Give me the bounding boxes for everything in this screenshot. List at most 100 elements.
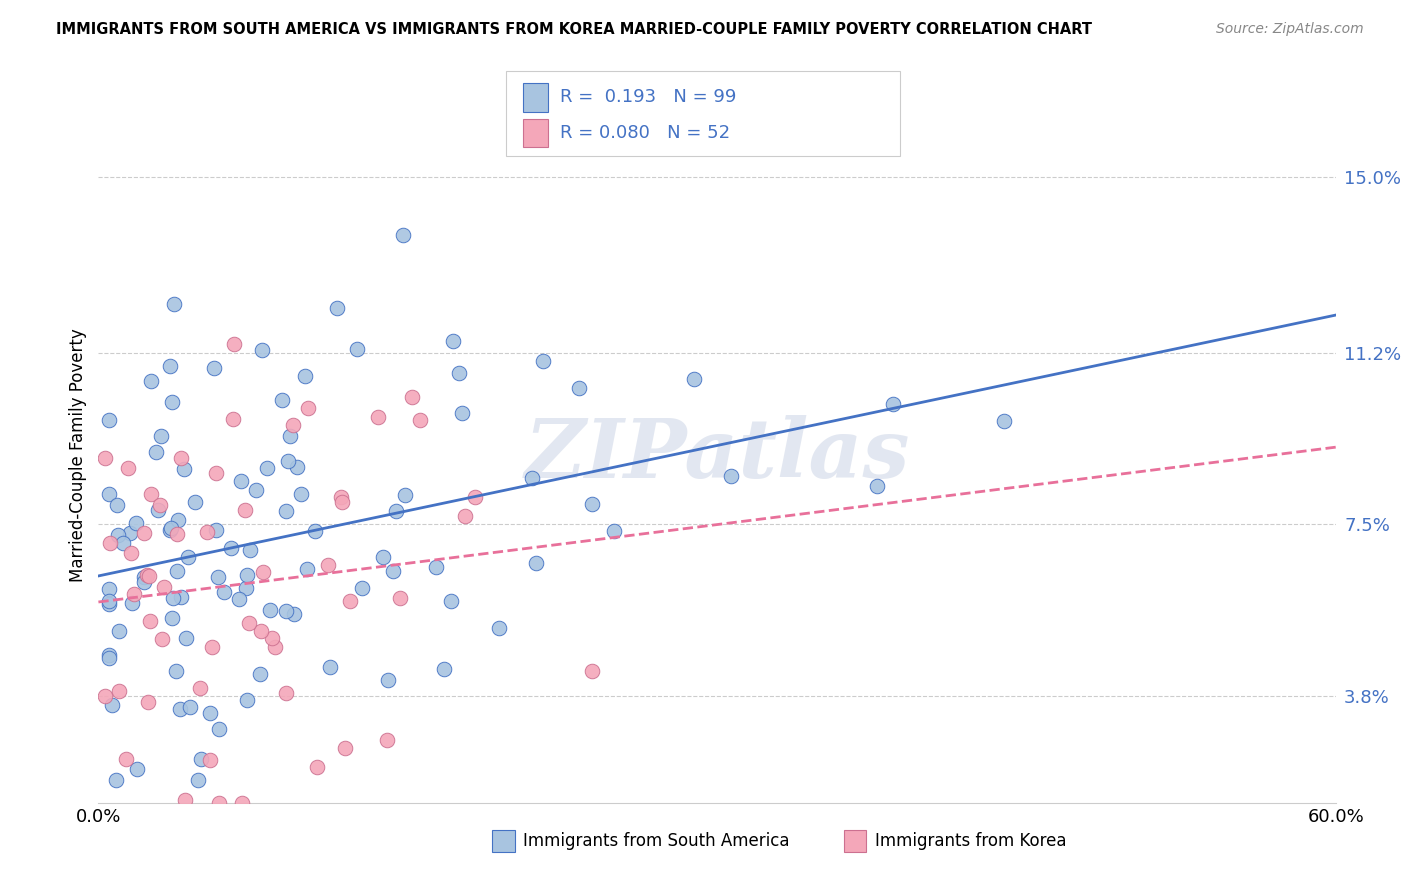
Point [401,390,423,404]
Point [117,461,139,475]
Point [440,594,463,608]
Point [581,664,603,678]
Point [882,397,904,411]
Point [97,412,120,426]
Point [132,525,155,540]
Point [170,591,193,605]
Point [170,450,193,465]
Point [162,591,184,605]
Point [208,723,231,737]
Point [330,490,353,504]
Point [98,536,121,550]
Point [160,395,183,409]
Point [568,381,591,395]
Point [339,594,361,608]
Point [238,616,260,631]
Y-axis label: Married-Couple Family Poverty: Married-Couple Family Poverty [69,328,87,582]
Point [124,516,146,530]
Point [233,503,256,517]
Point [285,460,308,475]
Point [259,603,281,617]
Point [139,374,162,388]
Point [166,564,188,578]
Point [150,632,173,646]
Point [159,359,181,373]
Point [250,624,273,638]
Point [581,497,603,511]
Point [352,582,374,596]
Point [160,611,183,625]
Point [256,461,278,475]
Point [136,568,159,582]
Point [221,541,243,556]
Point [433,662,456,676]
Point [281,417,304,432]
Point [389,591,412,606]
Point [531,353,554,368]
Point [179,700,201,714]
Point [187,772,209,787]
Point [136,695,159,709]
Point [198,706,221,721]
Point [522,471,544,485]
Point [139,487,162,501]
Point [375,732,398,747]
Point [228,592,250,607]
Point [165,664,187,678]
Point [451,406,474,420]
Point [295,562,318,576]
Point [107,624,129,639]
Point [97,648,120,662]
Point [488,621,510,635]
Point [346,342,368,356]
Point [134,574,156,589]
Point [333,740,356,755]
Point [231,796,253,810]
Point [149,499,172,513]
Point [107,528,129,542]
Point [464,490,486,504]
Point [190,681,212,695]
Point [245,483,267,498]
Point [449,366,471,380]
Point [283,607,305,622]
Point [236,693,259,707]
Point [394,488,416,502]
Point [276,603,298,617]
Point [391,228,413,243]
Point [441,334,464,348]
Text: IMMIGRANTS FROM SOUTH AMERICA VS IMMIGRANTS FROM KOREA MARRIED-COUPLE FAMILY POV: IMMIGRANTS FROM SOUTH AMERICA VS IMMIGRA… [56,22,1092,37]
Point [278,429,301,443]
Point [184,495,207,509]
Point [297,401,319,416]
Point [866,479,889,493]
Point [93,689,115,703]
Point [108,684,131,698]
Point [101,698,124,712]
Point [207,570,229,584]
Point [146,503,169,517]
Point [201,640,224,654]
Point [190,751,212,765]
Point [166,513,188,527]
Point [224,336,246,351]
Point [377,673,399,687]
Point [159,521,181,535]
Point [236,568,259,582]
Point [454,508,477,523]
Point [162,297,184,311]
Point [97,582,120,596]
Point [425,560,447,574]
Point [249,666,271,681]
Text: ZIPatlas: ZIPatlas [524,415,910,495]
Point [195,524,218,539]
Point [125,762,148,776]
Point [204,523,226,537]
Point [229,474,252,488]
Point [682,372,704,386]
Point [239,542,262,557]
Point [307,760,329,774]
Point [93,450,115,465]
Point [177,550,200,565]
Point [264,640,287,654]
